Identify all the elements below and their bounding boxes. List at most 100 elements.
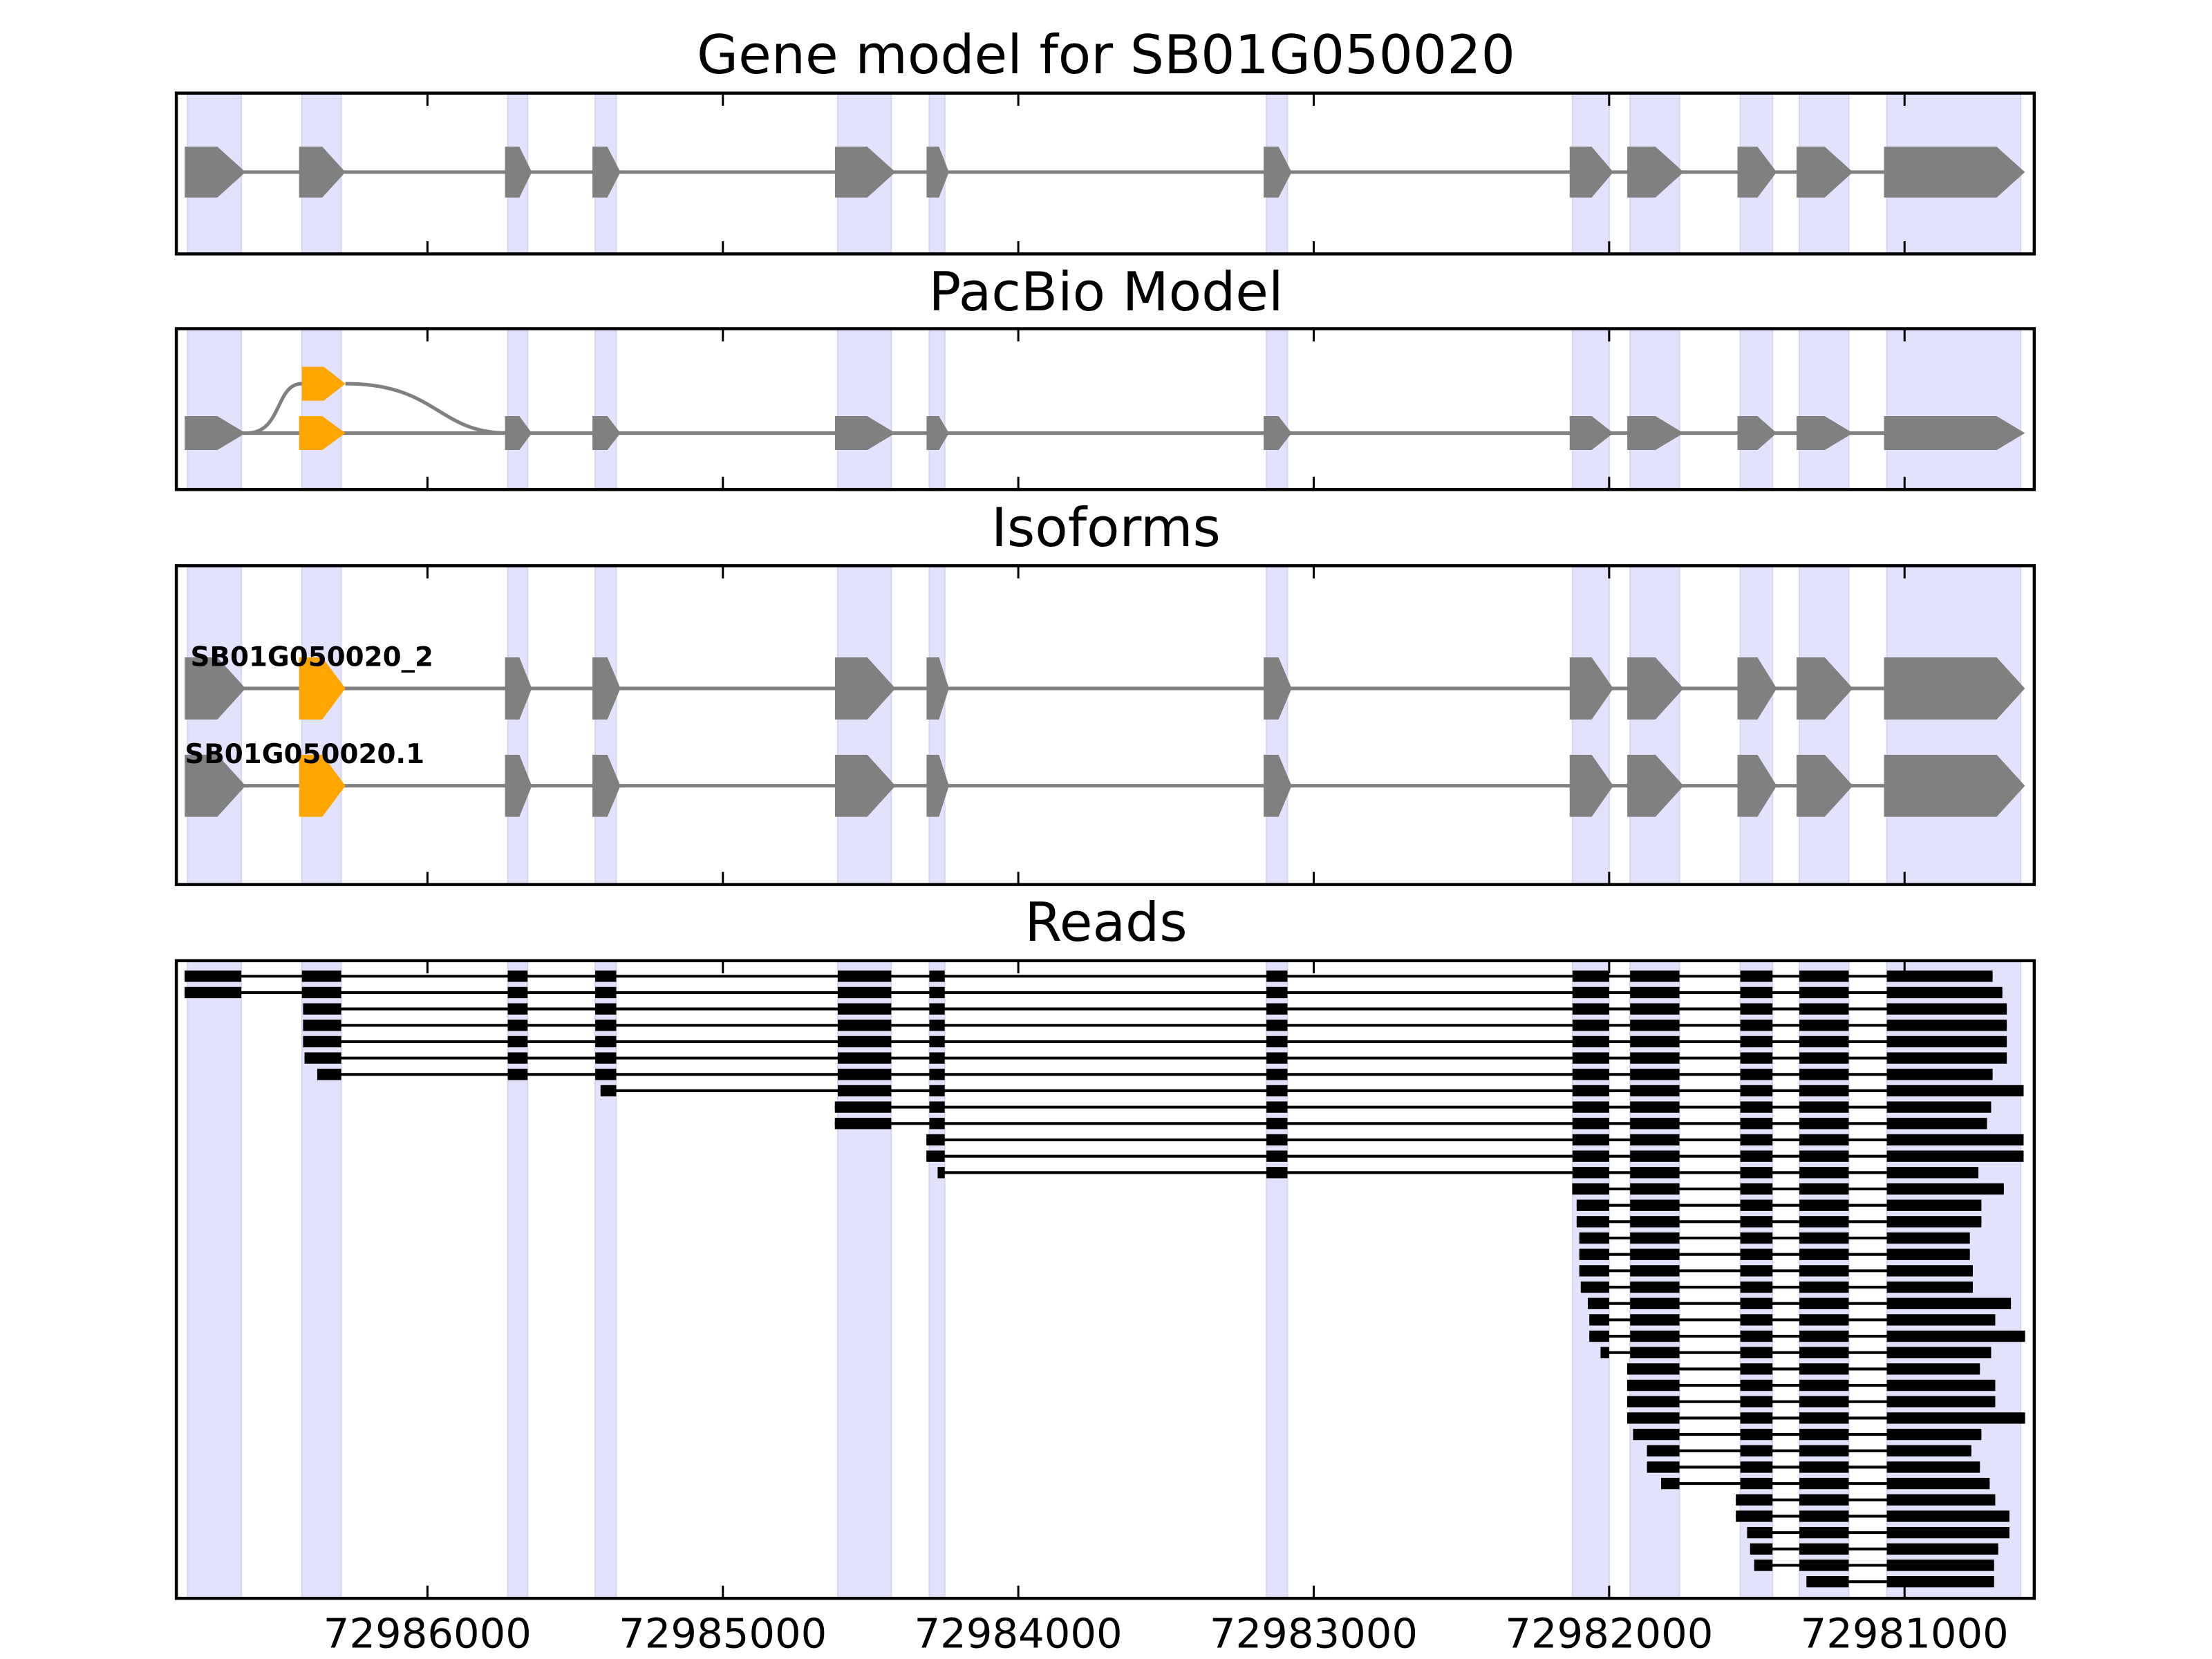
- read-block: [1630, 1150, 1680, 1162]
- read-block: [1572, 1101, 1609, 1113]
- read-block: [1630, 1265, 1680, 1277]
- read-block: [1799, 1052, 1849, 1064]
- exon: [1627, 657, 1684, 720]
- read-block: [1740, 1134, 1773, 1146]
- read-block: [1630, 1347, 1680, 1358]
- read-block: [1740, 1314, 1773, 1326]
- read-block: [1886, 1216, 1982, 1228]
- read-block: [1799, 1265, 1849, 1277]
- read-block: [1740, 1003, 1773, 1015]
- read-block: [1266, 1069, 1288, 1080]
- read-row: [1647, 1461, 1980, 1473]
- exon-shade: [1739, 328, 1774, 491]
- isoform-label-1: SB01G050020.1: [185, 739, 424, 770]
- read-block: [1740, 1020, 1773, 1031]
- read-block: [1740, 1150, 1773, 1162]
- read-row: [1579, 1232, 1970, 1244]
- read-block: [1627, 1396, 1680, 1407]
- read-block: [834, 1101, 892, 1113]
- read-block: [1630, 1052, 1680, 1064]
- read-block: [1630, 1118, 1680, 1130]
- read-block: [1572, 971, 1609, 982]
- read-block: [1799, 1445, 1849, 1456]
- read-block: [507, 1020, 528, 1031]
- read-row: [1600, 1347, 1991, 1358]
- read-block: [1799, 1396, 1849, 1407]
- read-block: [929, 1052, 945, 1064]
- read-block: [1799, 1216, 1849, 1228]
- read-block: [1886, 1559, 1994, 1571]
- exon: [1264, 657, 1292, 720]
- exon-shade: [507, 328, 529, 491]
- read-block: [507, 986, 528, 999]
- read-block: [185, 986, 242, 999]
- read-block: [837, 971, 892, 982]
- title-gene-model: Gene model for SB01G050020: [697, 24, 1515, 86]
- read-block: [1736, 1510, 1773, 1522]
- exon: [1797, 657, 1853, 720]
- x-tick-label: 72984000: [915, 1610, 1123, 1658]
- exon-shade: [1266, 565, 1288, 885]
- read-row: [303, 1020, 2007, 1031]
- read-block: [929, 1085, 945, 1097]
- read-block: [1740, 1052, 1773, 1064]
- exon-shade: [1266, 328, 1288, 491]
- x-tick-label: 72981000: [1801, 1610, 2009, 1658]
- exon: [1737, 754, 1777, 817]
- title-isoforms: Isoforms: [991, 497, 1221, 559]
- exon: [1797, 147, 1853, 198]
- read-block: [507, 1069, 528, 1080]
- read-block: [1886, 1069, 1993, 1080]
- read-block: [1799, 1412, 1849, 1424]
- read-block: [1740, 1183, 1773, 1195]
- read-block: [929, 1118, 945, 1130]
- read-block: [1740, 1347, 1773, 1358]
- exon: [505, 147, 532, 198]
- read-block: [1630, 1232, 1680, 1244]
- read-block: [1576, 1199, 1609, 1211]
- read-block: [507, 1003, 528, 1015]
- read-block: [1886, 1510, 2009, 1522]
- read-row: [1589, 1314, 1996, 1326]
- read-block: [1740, 1248, 1773, 1260]
- read-block: [1572, 1069, 1609, 1080]
- read-block: [1572, 1150, 1609, 1162]
- read-block: [1799, 1543, 1849, 1555]
- exon-shade: [836, 959, 892, 1600]
- read-block: [1747, 1526, 1773, 1539]
- exon: [185, 657, 246, 720]
- read-block: [1754, 1559, 1773, 1571]
- exon: [926, 416, 949, 451]
- read-block: [1886, 1167, 1979, 1179]
- read-block: [303, 1003, 341, 1015]
- read-block: [1750, 1543, 1773, 1555]
- exon: [926, 657, 949, 720]
- x-tick-label: 72982000: [1505, 1610, 1713, 1658]
- read-row: [937, 1167, 1979, 1179]
- read-block: [1630, 1085, 1680, 1097]
- exon: [1264, 147, 1292, 198]
- exon-shade: [507, 959, 529, 1600]
- exon: [1627, 754, 1684, 817]
- read-row: [1576, 1216, 1982, 1228]
- read-row: [926, 1150, 2024, 1162]
- read-block: [929, 1035, 945, 1048]
- read-block: [1799, 1477, 1849, 1490]
- read-block: [1740, 1199, 1773, 1211]
- read-block: [1572, 986, 1609, 999]
- read-block: [1806, 1576, 1849, 1588]
- exon-shade: [1571, 959, 1610, 1600]
- exon-shade: [187, 959, 243, 1600]
- read-block: [1886, 1494, 1996, 1506]
- read-block: [1799, 971, 1849, 982]
- exon-shade: [1629, 328, 1680, 491]
- exon-shade: [1266, 959, 1288, 1600]
- read-block: [1886, 971, 1993, 982]
- splice-curve: [247, 382, 302, 435]
- read-block: [1799, 1281, 1849, 1293]
- read-block: [1799, 1085, 1849, 1097]
- read-row: [1627, 1412, 2025, 1424]
- exon-shade: [1571, 328, 1610, 491]
- read-block: [1799, 1035, 1849, 1048]
- exon: [505, 754, 532, 817]
